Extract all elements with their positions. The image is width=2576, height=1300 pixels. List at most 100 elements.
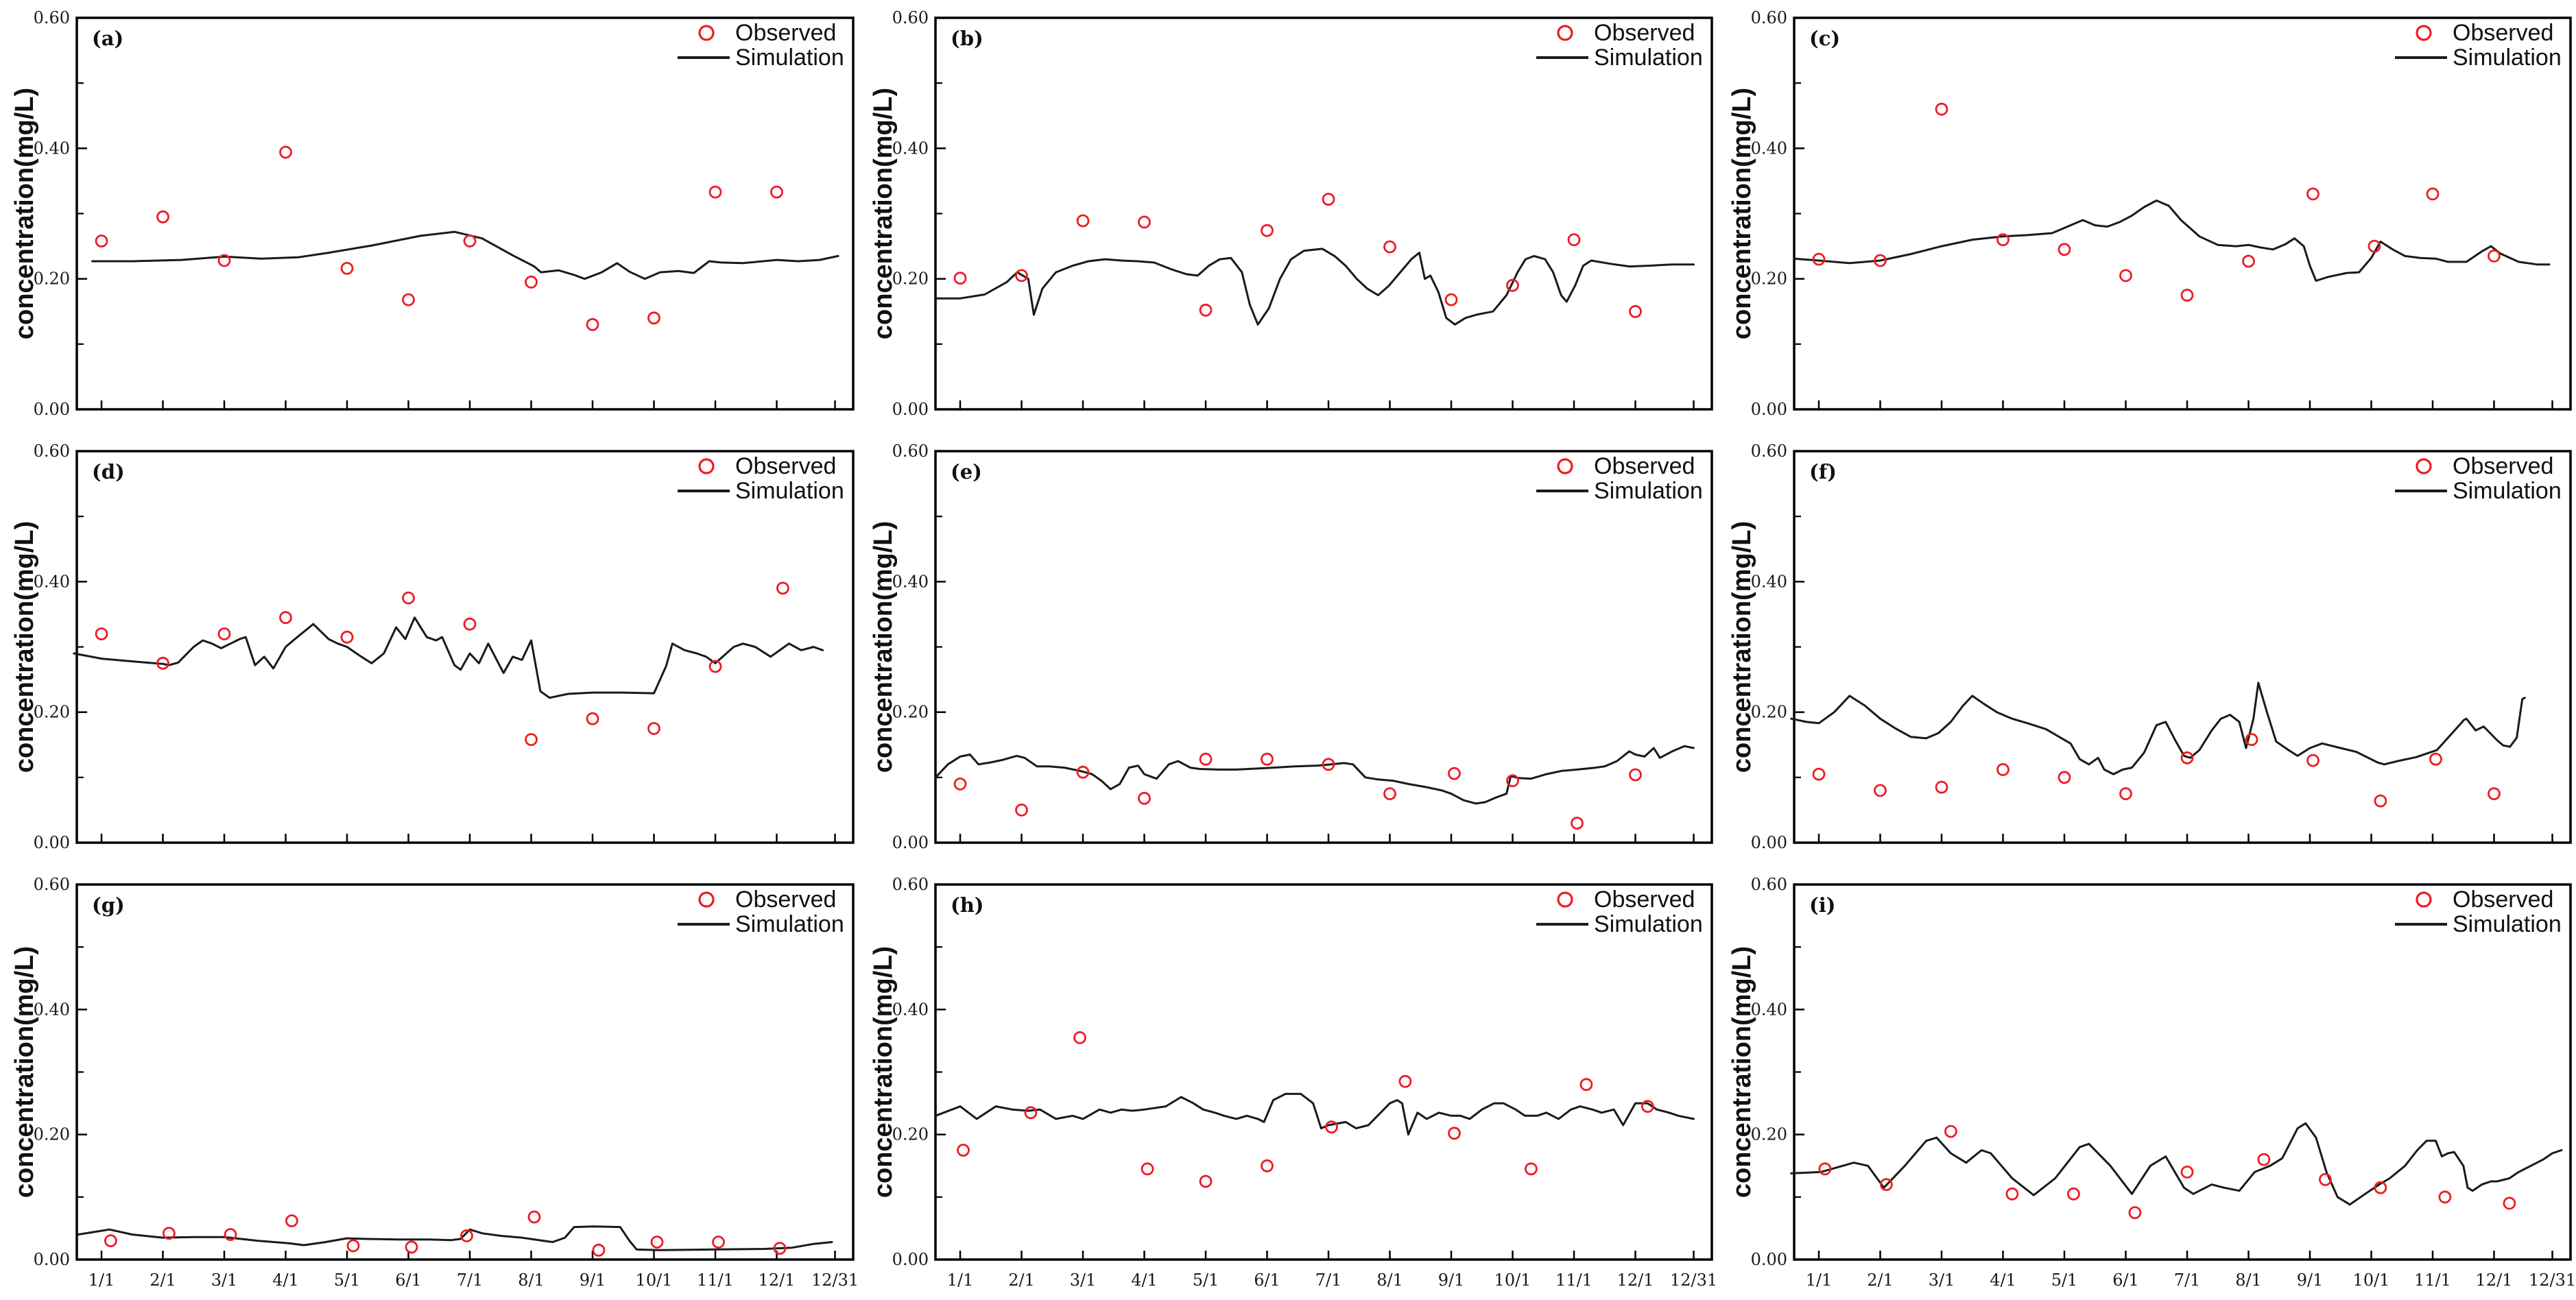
x-tick-label: 12/1 bbox=[1617, 1271, 1654, 1290]
observed-point bbox=[2058, 771, 2071, 784]
x-tick-label: 12/31 bbox=[1670, 1271, 1717, 1290]
y-tick-label: 0.60 bbox=[34, 442, 70, 461]
observed-point bbox=[463, 617, 477, 631]
observed-point bbox=[953, 777, 967, 791]
observed-point bbox=[1261, 752, 1274, 766]
x-tick-label: 10/1 bbox=[2353, 1271, 2390, 1290]
panel-label: (g) bbox=[92, 893, 125, 917]
panel-background bbox=[859, 0, 1717, 433]
y-tick-label: 0.00 bbox=[892, 1250, 929, 1269]
observed-point bbox=[2426, 187, 2440, 201]
observed-point bbox=[647, 722, 660, 735]
y-tick-label: 0.20 bbox=[1751, 1125, 1787, 1144]
legend-observed-label: Observed bbox=[1594, 887, 1695, 913]
observed-point bbox=[2067, 1187, 2080, 1201]
observed-point bbox=[2119, 787, 2132, 800]
observed-point bbox=[650, 1236, 664, 1249]
observed-point bbox=[773, 1242, 787, 1255]
observed-point bbox=[405, 1240, 418, 1254]
observed-point bbox=[1571, 817, 1584, 830]
y-tick-label: 0.40 bbox=[892, 139, 929, 158]
x-tick-label: 6/1 bbox=[395, 1271, 422, 1290]
observed-point bbox=[1383, 787, 1396, 800]
legend-simulation-label: Simulation bbox=[1594, 45, 1703, 71]
y-tick-label: 0.40 bbox=[34, 572, 70, 591]
observed-point bbox=[2368, 239, 2381, 253]
y-tick-label: 0.60 bbox=[892, 8, 929, 27]
simulation-line bbox=[73, 616, 824, 699]
observed-point bbox=[1261, 224, 1274, 237]
observed-point bbox=[2242, 254, 2255, 268]
observed-point bbox=[224, 1228, 237, 1241]
observed-point bbox=[279, 611, 292, 625]
panel-label: (a) bbox=[92, 27, 123, 50]
observed-point bbox=[2319, 1172, 2332, 1186]
observed-point bbox=[1874, 254, 1887, 267]
legend-simulation-label: Simulation bbox=[1594, 478, 1703, 504]
plot-frame bbox=[1793, 883, 2572, 1261]
panel-g: 0.00 0.20 0.40 0.60 1/1 2/1 3/1 4/1 5/1 6/1 7/1 8/1… bbox=[0, 867, 859, 1300]
observed-point bbox=[1448, 767, 1461, 780]
observed-point bbox=[1444, 293, 1458, 306]
legend-observed-marker bbox=[698, 891, 715, 908]
x-tick-label: 5/1 bbox=[334, 1271, 361, 1290]
panel-label: (b) bbox=[951, 27, 983, 50]
observed-point bbox=[1448, 1127, 1461, 1140]
x-tick-label: 1/1 bbox=[88, 1271, 115, 1290]
x-tick-label: 4/1 bbox=[272, 1271, 299, 1290]
plot-frame bbox=[75, 883, 855, 1261]
panel-background bbox=[1717, 0, 2576, 433]
y-tick-label: 0.60 bbox=[34, 875, 70, 894]
simulation-line bbox=[1793, 200, 2551, 282]
observed-point bbox=[2119, 269, 2132, 282]
simulation-line bbox=[91, 230, 839, 280]
y-tick-label: 0.20 bbox=[1751, 269, 1787, 289]
observed-point bbox=[2058, 243, 2071, 256]
y-tick-label: 0.00 bbox=[1751, 1250, 1787, 1269]
observed-point bbox=[2180, 1165, 2194, 1179]
observed-point bbox=[708, 185, 722, 199]
plot-frame bbox=[1793, 450, 2572, 844]
panel-a: 0.00 0.20 0.40 0.60 concentration(mg/L) (a) Ob… bbox=[0, 0, 859, 433]
legend-simulation-label: Simulation bbox=[735, 478, 844, 504]
y-axis-title: concentration(mg/L) bbox=[1728, 88, 1756, 339]
y-tick-label: 0.20 bbox=[1751, 703, 1787, 722]
observed-point bbox=[2374, 1181, 2387, 1194]
y-axis-title: concentration(mg/L) bbox=[869, 946, 898, 1198]
simulation-line bbox=[934, 745, 1695, 805]
observed-point bbox=[2488, 249, 2501, 263]
observed-point bbox=[2306, 754, 2319, 767]
observed-point bbox=[586, 317, 599, 331]
y-tick-label: 0.20 bbox=[34, 269, 70, 289]
x-tick-label: 11/1 bbox=[2414, 1271, 2451, 1290]
observed-point bbox=[104, 1234, 117, 1247]
panel-label: (d) bbox=[92, 460, 125, 483]
y-tick-label: 0.00 bbox=[892, 833, 929, 852]
observed-point bbox=[647, 311, 660, 325]
x-tick-label: 3/1 bbox=[211, 1271, 238, 1290]
x-tick-label: 4/1 bbox=[1990, 1271, 2016, 1290]
x-tick-label: 3/1 bbox=[1929, 1271, 1955, 1290]
panel-i: 0.00 0.20 0.40 0.60 1/1 2/1 3/1 4/1 5/1 6/1 7/1 8/1… bbox=[1717, 867, 2576, 1300]
x-tick-label: 8/1 bbox=[2235, 1271, 2262, 1290]
y-tick-label: 0.00 bbox=[1751, 833, 1787, 852]
simulation-line bbox=[77, 1225, 833, 1251]
x-tick-label: 2/1 bbox=[150, 1271, 176, 1290]
y-axis-title: concentration(mg/L) bbox=[1728, 946, 1756, 1198]
y-tick-label: 0.40 bbox=[1751, 1000, 1787, 1019]
legend-observed-label: Observed bbox=[735, 453, 836, 479]
observed-point bbox=[1935, 780, 1948, 794]
observed-point bbox=[712, 1236, 725, 1249]
observed-point bbox=[770, 185, 783, 199]
observed-point bbox=[2438, 1190, 2452, 1204]
panel-background bbox=[0, 867, 859, 1300]
legend-simulation-label: Simulation bbox=[1594, 911, 1703, 937]
y-tick-label: 0.00 bbox=[34, 833, 70, 852]
plot-frame bbox=[934, 16, 1713, 411]
observed-point bbox=[1506, 774, 1519, 788]
observed-point bbox=[708, 660, 722, 673]
x-tick-label: 12/31 bbox=[2529, 1271, 2576, 1290]
observed-point bbox=[1944, 1124, 1957, 1138]
observed-point bbox=[2128, 1206, 2142, 1220]
observed-point bbox=[340, 261, 354, 275]
